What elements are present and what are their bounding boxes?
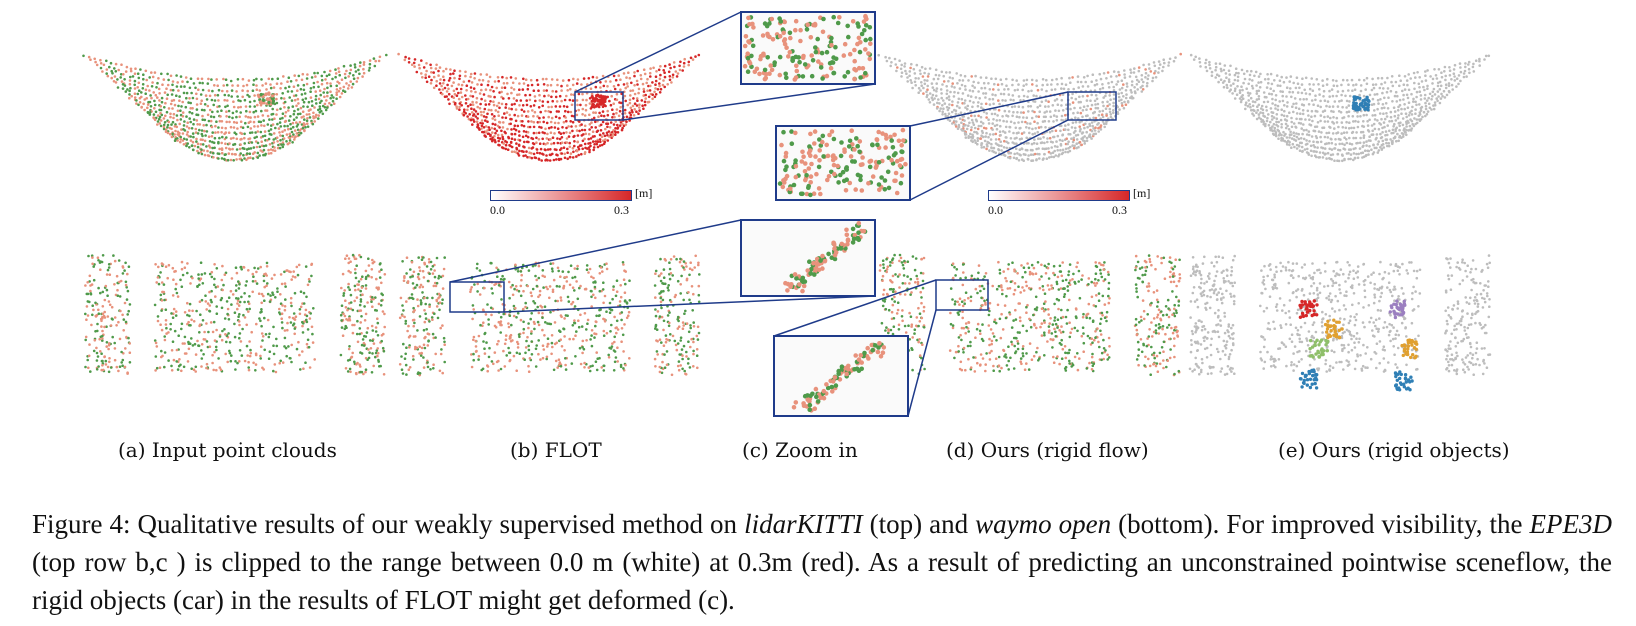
car-object-flot: [590, 93, 608, 109]
caption-mid2: (bottom). For improved visibility, the: [1111, 509, 1530, 539]
colorbar-unit: [m]: [635, 186, 653, 200]
caption-dataset-kitti: lidarKITTI: [744, 509, 863, 539]
pointcloud-kitti-ours-flow: [877, 52, 1182, 162]
rigid-object-clusters: [1298, 299, 1419, 392]
colorbar-max: 0.3: [1112, 203, 1127, 217]
caption-rest: (top row b,c ) is clipped to the range b…: [32, 547, 1612, 615]
colorbar-gradient: [490, 190, 632, 201]
subcaption-c: (c) Zoom in: [742, 438, 858, 462]
pointcloud-waymo-ours-objects: [1188, 254, 1492, 377]
car-object-input: [256, 91, 276, 107]
car-object-rigid: [1351, 95, 1371, 112]
caption-mid1: (top) and: [862, 509, 976, 539]
subcaption-a: (a) Input point clouds: [118, 438, 337, 462]
colorbar-min: 0.0: [490, 203, 505, 217]
figure: [m] 0.0 0.3 [m] 0.0 0.3 (a) Input point …: [82, 11, 1510, 462]
colorbar-flot: [m] 0.0 0.3: [490, 186, 670, 218]
subcaption-e: (e) Ours (rigid objects): [1278, 438, 1510, 462]
colorbar-gradient: [988, 190, 1130, 201]
colorbar-unit: [m]: [1133, 186, 1151, 200]
zoom-insets: [449, 11, 1117, 417]
pointcloud-kitti-input: [82, 53, 388, 162]
figure-caption: Figure 4: Qualitative results of our wea…: [32, 505, 1612, 619]
pointcloud-kitti-flot: [397, 52, 701, 162]
subcaption-d: (d) Ours (rigid flow): [946, 438, 1149, 462]
pointcloud-waymo-flot: [398, 254, 701, 377]
colorbar-min: 0.0: [988, 203, 1003, 217]
pointcloud-waymo-input: [84, 253, 387, 376]
caption-metric: EPE3D: [1529, 509, 1612, 539]
subcaption-b: (b) FLOT: [510, 438, 602, 462]
colorbar-ours: [m] 0.0 0.3: [988, 186, 1168, 218]
caption-prefix: Figure 4: Qualitative results of our wea…: [32, 509, 745, 539]
colorbar-max: 0.3: [614, 203, 629, 217]
pointcloud-kitti-ours-objects: [1189, 53, 1491, 163]
figure-panels: [82, 11, 1492, 417]
caption-dataset-waymo: waymo open: [975, 509, 1112, 539]
